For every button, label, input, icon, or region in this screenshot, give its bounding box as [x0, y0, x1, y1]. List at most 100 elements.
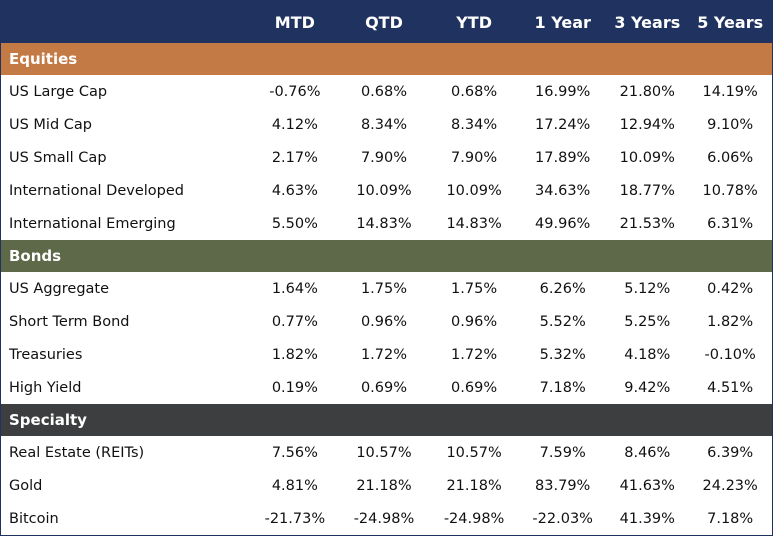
row-label: Short Term Bond — [9, 313, 130, 330]
cell-value: 0.96% — [451, 313, 498, 330]
cell-value: 0.96% — [360, 313, 408, 330]
row-label: US Aggregate — [9, 280, 110, 297]
cell-value: 7.18% — [539, 379, 586, 396]
data-row: US Mid Cap 4.12% 8.34% 8.34% 17.24% 12.94% 9.1… — [1, 108, 773, 141]
cell-value: 6.06% — [707, 149, 754, 166]
cell-value: 17.24% — [535, 116, 591, 133]
row-label: US Mid Cap — [9, 116, 92, 133]
cell-value: 10.57% — [356, 444, 412, 461]
cell-value: 14.83% — [356, 215, 412, 232]
cell-value: 7.90% — [360, 149, 408, 166]
column-header: YTD — [429, 0, 520, 43]
cell-value: 6.31% — [707, 215, 754, 232]
cell-value: 18.77% — [619, 182, 675, 199]
cell-value: 0.19% — [271, 379, 318, 396]
cell-value: 49.96% — [535, 215, 591, 232]
data-row: Gold 4.81% 21.18% 21.18% 83.79% 41.63% 24.23% — [1, 469, 773, 502]
cell-value: 5.25% — [624, 313, 671, 330]
cell-value: 41.63% — [619, 477, 675, 494]
cell-value: 6.39% — [707, 444, 754, 461]
cell-value: 10.57% — [446, 444, 502, 461]
cell-value: 10.09% — [619, 149, 675, 166]
data-row: International Developed 4.63% 10.09% 10.09%… — [1, 174, 773, 207]
cell-value: 0.42% — [707, 280, 754, 297]
data-row: US Large Cap -0.76% 0.68% 0.68% 16.99% 21.80%… — [1, 75, 773, 108]
cell-value: 8.34% — [360, 116, 408, 133]
cell-value: -24.98% — [353, 510, 415, 527]
cell-value: 7.90% — [451, 149, 498, 166]
header-corner — [0, 0, 251, 43]
data-row: Short Term Bond 0.77% 0.96% 0.96% 5.52% 5.25%… — [1, 305, 773, 338]
cell-value: 10.09% — [356, 182, 412, 199]
cell-value: 10.09% — [446, 182, 502, 199]
row-label: Real Estate (REITs) — [9, 444, 145, 461]
section-row: Equities — [0, 43, 773, 75]
cell-value: 0.68% — [360, 83, 408, 100]
data-row: Bitcoin -21.73% -24.98% -24.98% -22.03% 41.39… — [1, 502, 773, 536]
data-row: International Emerging 5.50% 14.83% 14.83% 4… — [1, 207, 773, 240]
cell-value: 5.50% — [271, 215, 318, 232]
cell-value: 9.42% — [624, 379, 671, 396]
cell-value: 4.63% — [271, 182, 318, 199]
cell-value: 17.89% — [535, 149, 591, 166]
cell-value: 1.72% — [451, 346, 498, 363]
data-row: High Yield 0.19% 0.69% 0.69% 7.18% 9.42% 4.51% — [1, 371, 773, 404]
cell-value: 9.10% — [707, 116, 754, 133]
cell-value: 21.18% — [356, 477, 412, 494]
cell-value: 14.83% — [446, 215, 502, 232]
row-label: International Developed — [9, 182, 184, 199]
cell-value: 1.75% — [360, 280, 408, 297]
column-header: 1 Year — [519, 0, 607, 43]
cell-value: 14.19% — [702, 83, 758, 100]
row-label: Treasuries — [9, 346, 83, 363]
cell-value: 7.56% — [271, 444, 318, 461]
cell-value: 7.18% — [707, 510, 754, 527]
section-title: Bonds — [0, 240, 773, 272]
cell-value: 41.39% — [619, 510, 675, 527]
cell-value: 0.77% — [271, 313, 318, 330]
cell-value: 0.69% — [360, 379, 408, 396]
data-row: US Aggregate 1.64% 1.75% 1.75% 6.26% 5.12% 0.4… — [1, 272, 773, 305]
cell-value: -0.10% — [704, 346, 756, 363]
column-header: 3 Years — [606, 0, 689, 43]
section-title: Equities — [0, 43, 773, 75]
cell-value: 4.12% — [271, 116, 318, 133]
section-title: Specialty — [0, 404, 773, 436]
data-row: Real Estate (REITs) 7.56% 10.57% 10.57% 7.59… — [1, 436, 773, 469]
cell-value: -24.98% — [443, 510, 505, 527]
cell-value: 12.94% — [619, 116, 675, 133]
cell-value: 4.81% — [271, 477, 318, 494]
cell-value: 2.17% — [271, 149, 318, 166]
column-header: MTD — [250, 0, 339, 43]
row-label: Bitcoin — [9, 510, 59, 527]
section-row: Specialty — [0, 404, 773, 436]
cell-value: 21.80% — [619, 83, 675, 100]
cell-value: 5.32% — [539, 346, 586, 363]
row-label: Gold — [9, 477, 43, 494]
section-row: Bonds — [0, 240, 773, 272]
column-header: 5 Years — [688, 0, 773, 43]
table-header: MTD QTD YTD 1 Year 3 Years 5 Years — [0, 0, 773, 43]
data-row: Treasuries 1.82% 1.72% 1.72% 5.32% 4.18% -0.10… — [1, 338, 773, 371]
cell-value: 16.99% — [535, 83, 591, 100]
data-row: US Small Cap 2.17% 7.90% 7.90% 17.89% 10.09% 6… — [1, 141, 773, 174]
table-body: Equities US Large Cap -0.76% 0.68% 0.68% 16.9… — [0, 43, 773, 536]
cell-value: 10.78% — [702, 182, 758, 199]
cell-value: -0.76% — [269, 83, 321, 100]
cell-value: 0.69% — [451, 379, 498, 396]
cell-value: 24.23% — [702, 477, 758, 494]
cell-value: 21.18% — [446, 477, 502, 494]
row-label: US Large Cap — [9, 83, 108, 100]
cell-value: 6.26% — [539, 280, 586, 297]
cell-value: 4.18% — [624, 346, 671, 363]
cell-value: 8.46% — [624, 444, 671, 461]
row-label: US Small Cap — [9, 149, 107, 166]
cell-value: 83.79% — [535, 477, 591, 494]
cell-value: 5.12% — [624, 280, 671, 297]
cell-value: 1.75% — [451, 280, 498, 297]
row-label: International Emerging — [9, 215, 176, 232]
cell-value: 0.68% — [451, 83, 498, 100]
cell-value: -22.03% — [532, 510, 593, 527]
